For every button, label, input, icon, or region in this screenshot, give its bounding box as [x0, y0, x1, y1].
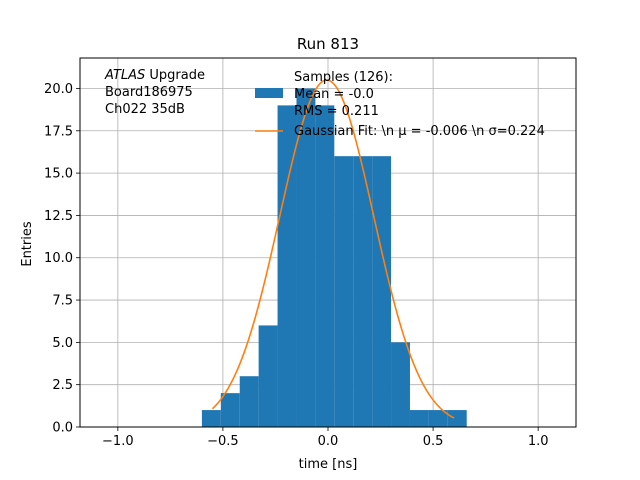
x-tick-label: 0.5 [423, 434, 444, 449]
histogram-bar [220, 393, 240, 427]
y-tick-label: 20.0 [44, 82, 73, 97]
histogram-bar [258, 325, 278, 427]
histogram-bar [315, 105, 335, 427]
histogram-bar [447, 410, 467, 427]
y-axis-ticks: 0.0 2.5 5.0 7.5 10.0 12.5 15.0 17.5 20.0 [44, 82, 80, 436]
annotation-line: Board186975 [105, 85, 193, 100]
legend-label-fit: Gaussian Fit: \n μ = -0.006 \n σ=0.224 [294, 124, 545, 139]
y-tick-label: 17.5 [44, 124, 73, 139]
histogram-bar [334, 156, 354, 427]
gaussian-fit-line [211, 79, 455, 419]
legend: Samples (126): Mean = -0.0 RMS = 0.211 Ga… [255, 70, 545, 139]
chart-title: Run 813 [297, 35, 359, 53]
histogram-bar [296, 88, 316, 427]
y-tick-label: 10.0 [44, 251, 73, 266]
y-tick-label: 0.0 [52, 421, 73, 436]
histogram-bar [201, 410, 221, 427]
y-tick-label: 2.5 [52, 378, 73, 393]
legend-label-samples: RMS = 0.211 [294, 104, 379, 119]
y-tick-label: 15.0 [44, 167, 73, 182]
histogram-bar [409, 410, 429, 427]
x-tick-label: −0.5 [207, 434, 239, 449]
histogram-bar [391, 342, 410, 427]
x-axis-ticks: −1.0 −0.5 0.0 0.5 1.0 [102, 427, 549, 449]
x-tick-label: −1.0 [102, 434, 134, 449]
histogram-bar [239, 376, 259, 427]
legend-label-samples: Samples (126): [294, 70, 393, 85]
annotation-line: Ch022 35dB [105, 102, 185, 117]
legend-label-samples: Mean = -0.0 [294, 87, 374, 102]
histogram-bar [277, 105, 297, 427]
y-axis-label: Entries [20, 221, 35, 267]
histogram-bar [428, 410, 448, 427]
y-tick-label: 7.5 [52, 294, 73, 309]
x-tick-label: 1.0 [528, 434, 549, 449]
y-tick-label: 5.0 [52, 336, 73, 351]
annotation-line: ATLAS Upgrade [104, 68, 205, 83]
histogram-bar [353, 156, 373, 427]
x-axis-label: time [ns] [299, 457, 358, 472]
legend-patch-samples [255, 88, 283, 98]
histogram-bars [201, 88, 467, 427]
atlas-annotation: ATLAS Upgrade Board186975 Ch022 35dB [104, 68, 205, 117]
x-tick-label: 0.0 [318, 434, 339, 449]
histogram-bar [372, 156, 392, 427]
y-tick-label: 12.5 [44, 209, 73, 224]
